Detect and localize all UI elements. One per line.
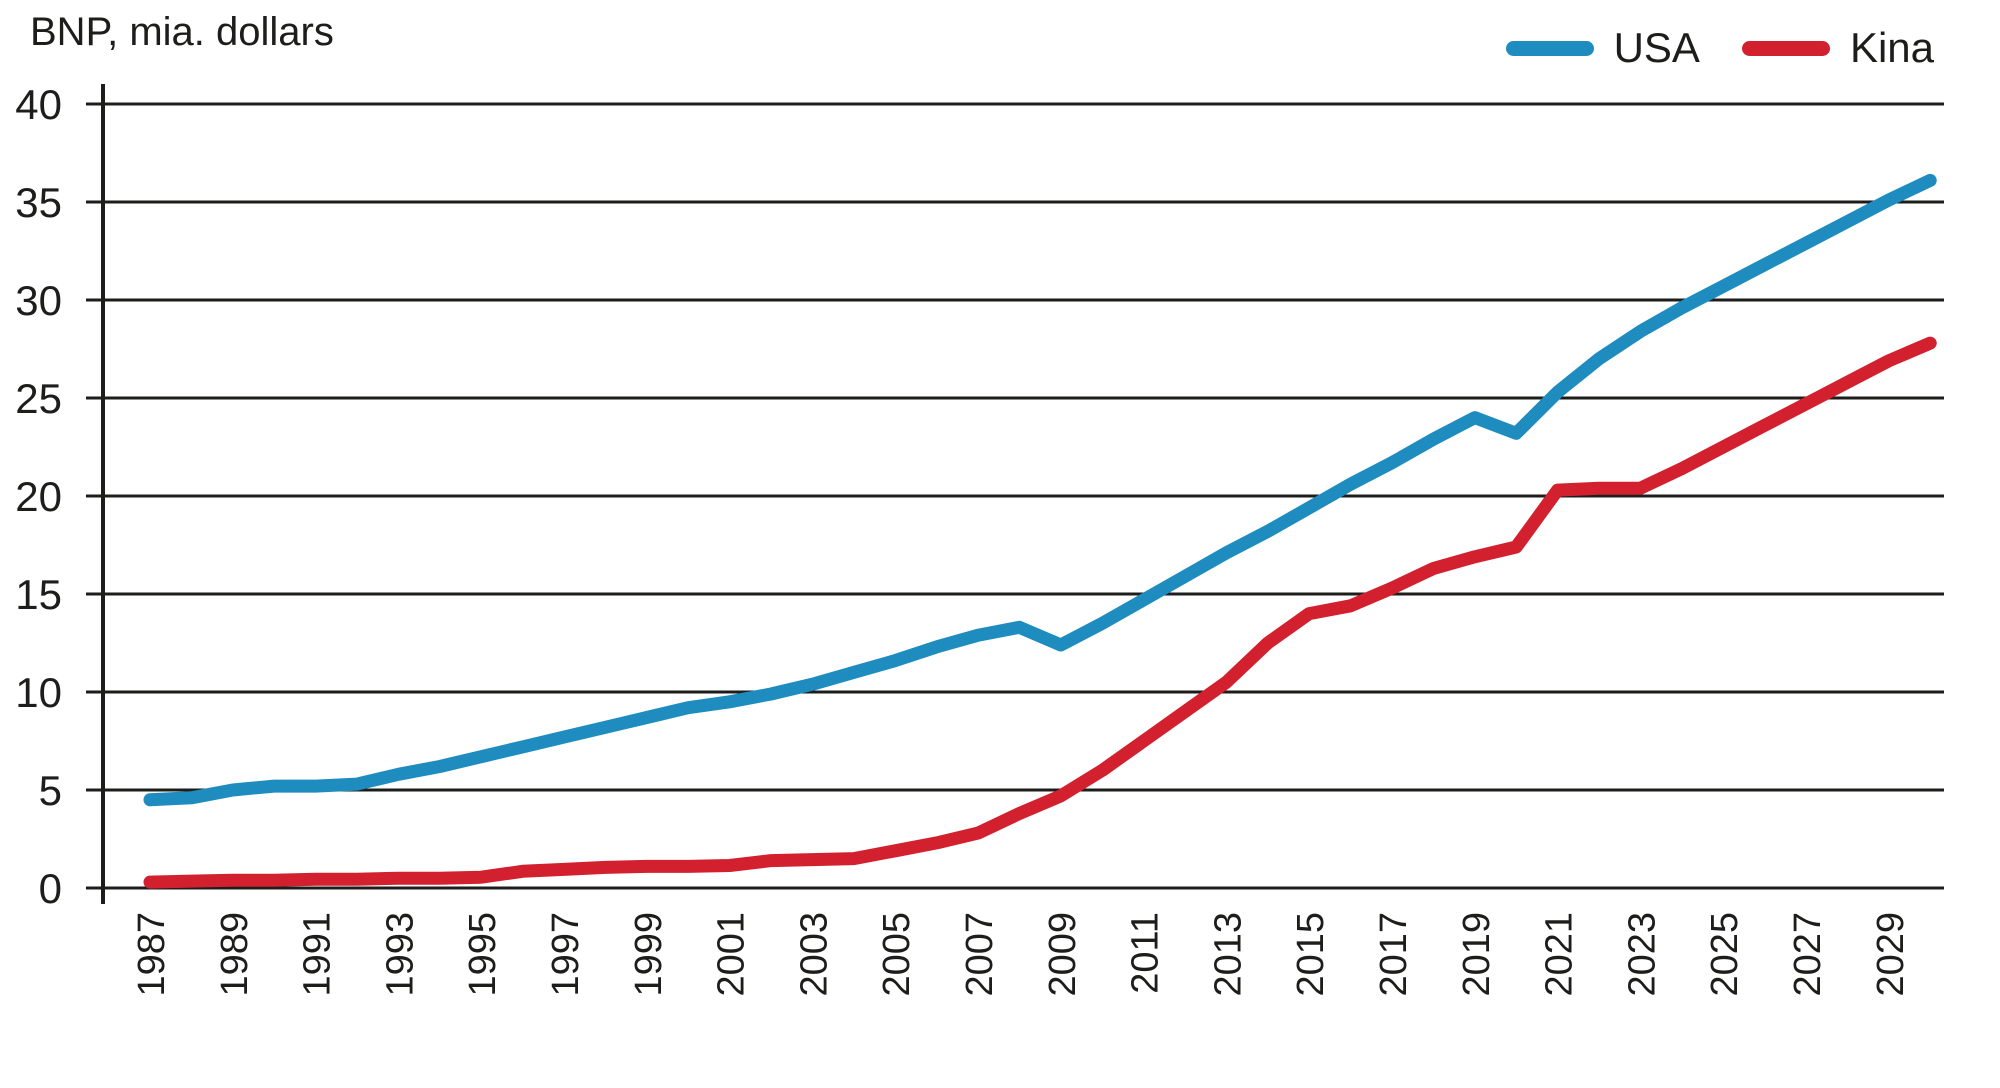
x-axis-label-1989: 1989: [214, 912, 256, 997]
y-axis-label-0: 0: [39, 865, 62, 912]
x-axis-label-1987: 1987: [131, 912, 173, 997]
y-axis-label-10: 10: [15, 669, 62, 716]
x-axis-label-1999: 1999: [628, 912, 670, 997]
x-axis-label-1993: 1993: [379, 912, 421, 997]
x-axis-label-1997: 1997: [545, 912, 587, 997]
legend-label-kina: Kina: [1849, 24, 1934, 71]
y-axis-label-25: 25: [15, 375, 62, 422]
x-axis-label-2027: 2027: [1787, 912, 1829, 997]
x-axis-label-2021: 2021: [1539, 912, 1581, 997]
x-axis-label-2029: 2029: [1870, 912, 1912, 997]
x-axis-label-2013: 2013: [1207, 912, 1249, 997]
kina-line-swatch-icon: [1741, 40, 1830, 56]
x-axis-label-2009: 2009: [1042, 912, 1084, 997]
legend-item-kina: Kina: [1741, 24, 1934, 72]
legend-label-usa: USA: [1613, 24, 1700, 71]
y-axis-label-5: 5: [39, 767, 62, 814]
y-axis-label-35: 35: [15, 179, 62, 226]
kina-line: [143, 336, 1937, 889]
y-axis-label-20: 20: [15, 473, 62, 520]
usa-line-swatch-icon: [1505, 40, 1594, 56]
x-axis-label-2023: 2023: [1621, 912, 1663, 997]
x-axis-label-2001: 2001: [711, 912, 753, 997]
y-axis-label-15: 15: [15, 571, 62, 618]
legend-item-usa: USA: [1505, 24, 1700, 72]
x-axis-label-2017: 2017: [1373, 912, 1415, 997]
x-axis-label-2003: 2003: [793, 912, 835, 997]
x-axis-label-2015: 2015: [1290, 912, 1332, 997]
y-axis-label-30: 30: [15, 277, 62, 324]
y-axis-label-40: 40: [15, 81, 62, 128]
usa-line: [143, 173, 1937, 807]
x-axis-label-2011: 2011: [1125, 912, 1167, 994]
legend: USA Kina: [1505, 24, 1934, 72]
x-axis-label-1995: 1995: [462, 912, 504, 997]
x-axis-label-2005: 2005: [876, 912, 918, 997]
x-axis-label-2019: 2019: [1456, 912, 1498, 997]
x-axis-label-2007: 2007: [959, 912, 1001, 997]
x-axis-label-2025: 2025: [1704, 912, 1746, 997]
x-axis-label-1991: 1991: [297, 912, 339, 997]
chart-title: BNP, mia. dollars: [30, 10, 334, 54]
